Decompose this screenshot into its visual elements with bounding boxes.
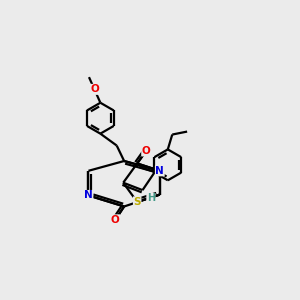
Text: S: S bbox=[134, 197, 141, 207]
Text: N: N bbox=[155, 166, 164, 176]
Text: O: O bbox=[111, 215, 120, 225]
Text: O: O bbox=[142, 146, 151, 156]
Text: H: H bbox=[147, 194, 155, 203]
Text: N: N bbox=[84, 190, 93, 200]
Text: O: O bbox=[90, 84, 99, 94]
